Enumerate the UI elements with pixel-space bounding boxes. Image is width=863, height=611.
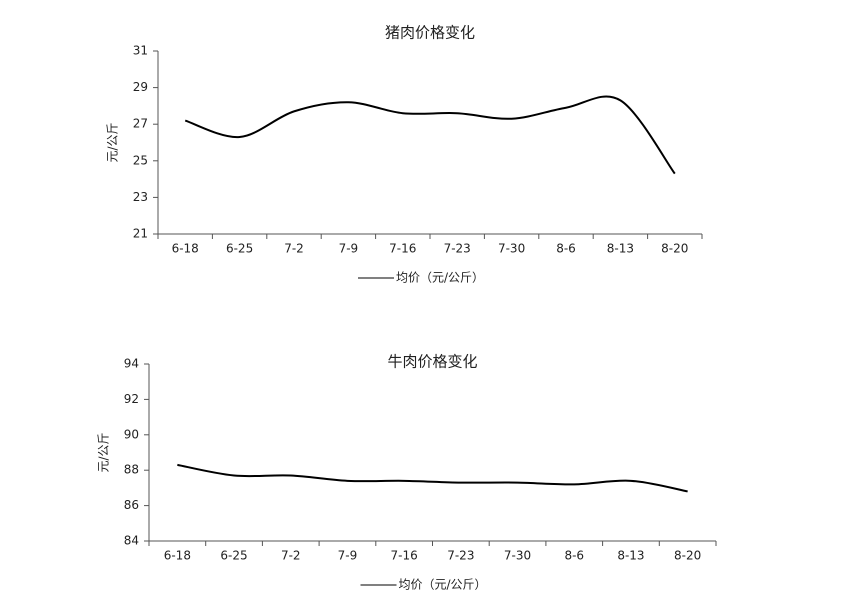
y-axis-label: 元/公斤 bbox=[97, 432, 111, 472]
y-tick-label: 88 bbox=[124, 463, 139, 477]
y-tick-label: 21 bbox=[133, 227, 148, 241]
x-tick-label: 6-18 bbox=[172, 242, 199, 256]
x-tick-label: 8-6 bbox=[564, 549, 584, 563]
x-tick-label: 6-25 bbox=[220, 549, 247, 563]
x-tick-label: 7-23 bbox=[444, 242, 471, 256]
y-tick-label: 94 bbox=[124, 357, 139, 371]
data-line bbox=[184, 95, 676, 175]
y-tick-label: 23 bbox=[133, 190, 148, 204]
y-tick-label: 25 bbox=[133, 153, 148, 167]
chart-title: 猪肉价格变化 bbox=[385, 24, 475, 42]
x-tick-label: 7-30 bbox=[498, 242, 525, 256]
y-tick-label: 27 bbox=[133, 117, 148, 131]
x-tick-label: 6-18 bbox=[164, 549, 191, 563]
legend-label: 均价（元/公斤） bbox=[399, 578, 487, 592]
y-tick-label: 86 bbox=[124, 498, 139, 512]
x-tick-label: 6-25 bbox=[226, 242, 253, 256]
data-line bbox=[177, 463, 688, 493]
y-tick-label: 29 bbox=[133, 80, 148, 94]
x-tick-label: 7-30 bbox=[504, 549, 531, 563]
chart-title: 牛肉价格变化 bbox=[387, 353, 477, 371]
x-tick-label: 8-13 bbox=[607, 242, 634, 256]
x-tick-label: 8-20 bbox=[661, 242, 688, 256]
x-tick-label: 8-13 bbox=[617, 549, 644, 563]
x-tick-label: 7-23 bbox=[447, 549, 474, 563]
x-tick-label: 8-20 bbox=[674, 549, 701, 563]
x-tick-label: 7-9 bbox=[339, 242, 359, 256]
x-tick-label: 7-2 bbox=[284, 242, 304, 256]
x-tick-label: 7-16 bbox=[389, 242, 416, 256]
x-tick-label: 8-6 bbox=[556, 242, 576, 256]
x-tick-label: 7-2 bbox=[281, 549, 301, 563]
x-tick-label: 7-9 bbox=[338, 549, 358, 563]
y-tick-label: 84 bbox=[124, 534, 139, 548]
y-axis-label: 元/公斤 bbox=[106, 122, 120, 162]
legend-label: 均价（元/公斤） bbox=[396, 271, 484, 285]
y-tick-label: 31 bbox=[133, 44, 148, 58]
x-tick-label: 7-16 bbox=[391, 549, 418, 563]
y-tick-label: 92 bbox=[124, 392, 139, 406]
y-tick-label: 90 bbox=[124, 427, 139, 441]
